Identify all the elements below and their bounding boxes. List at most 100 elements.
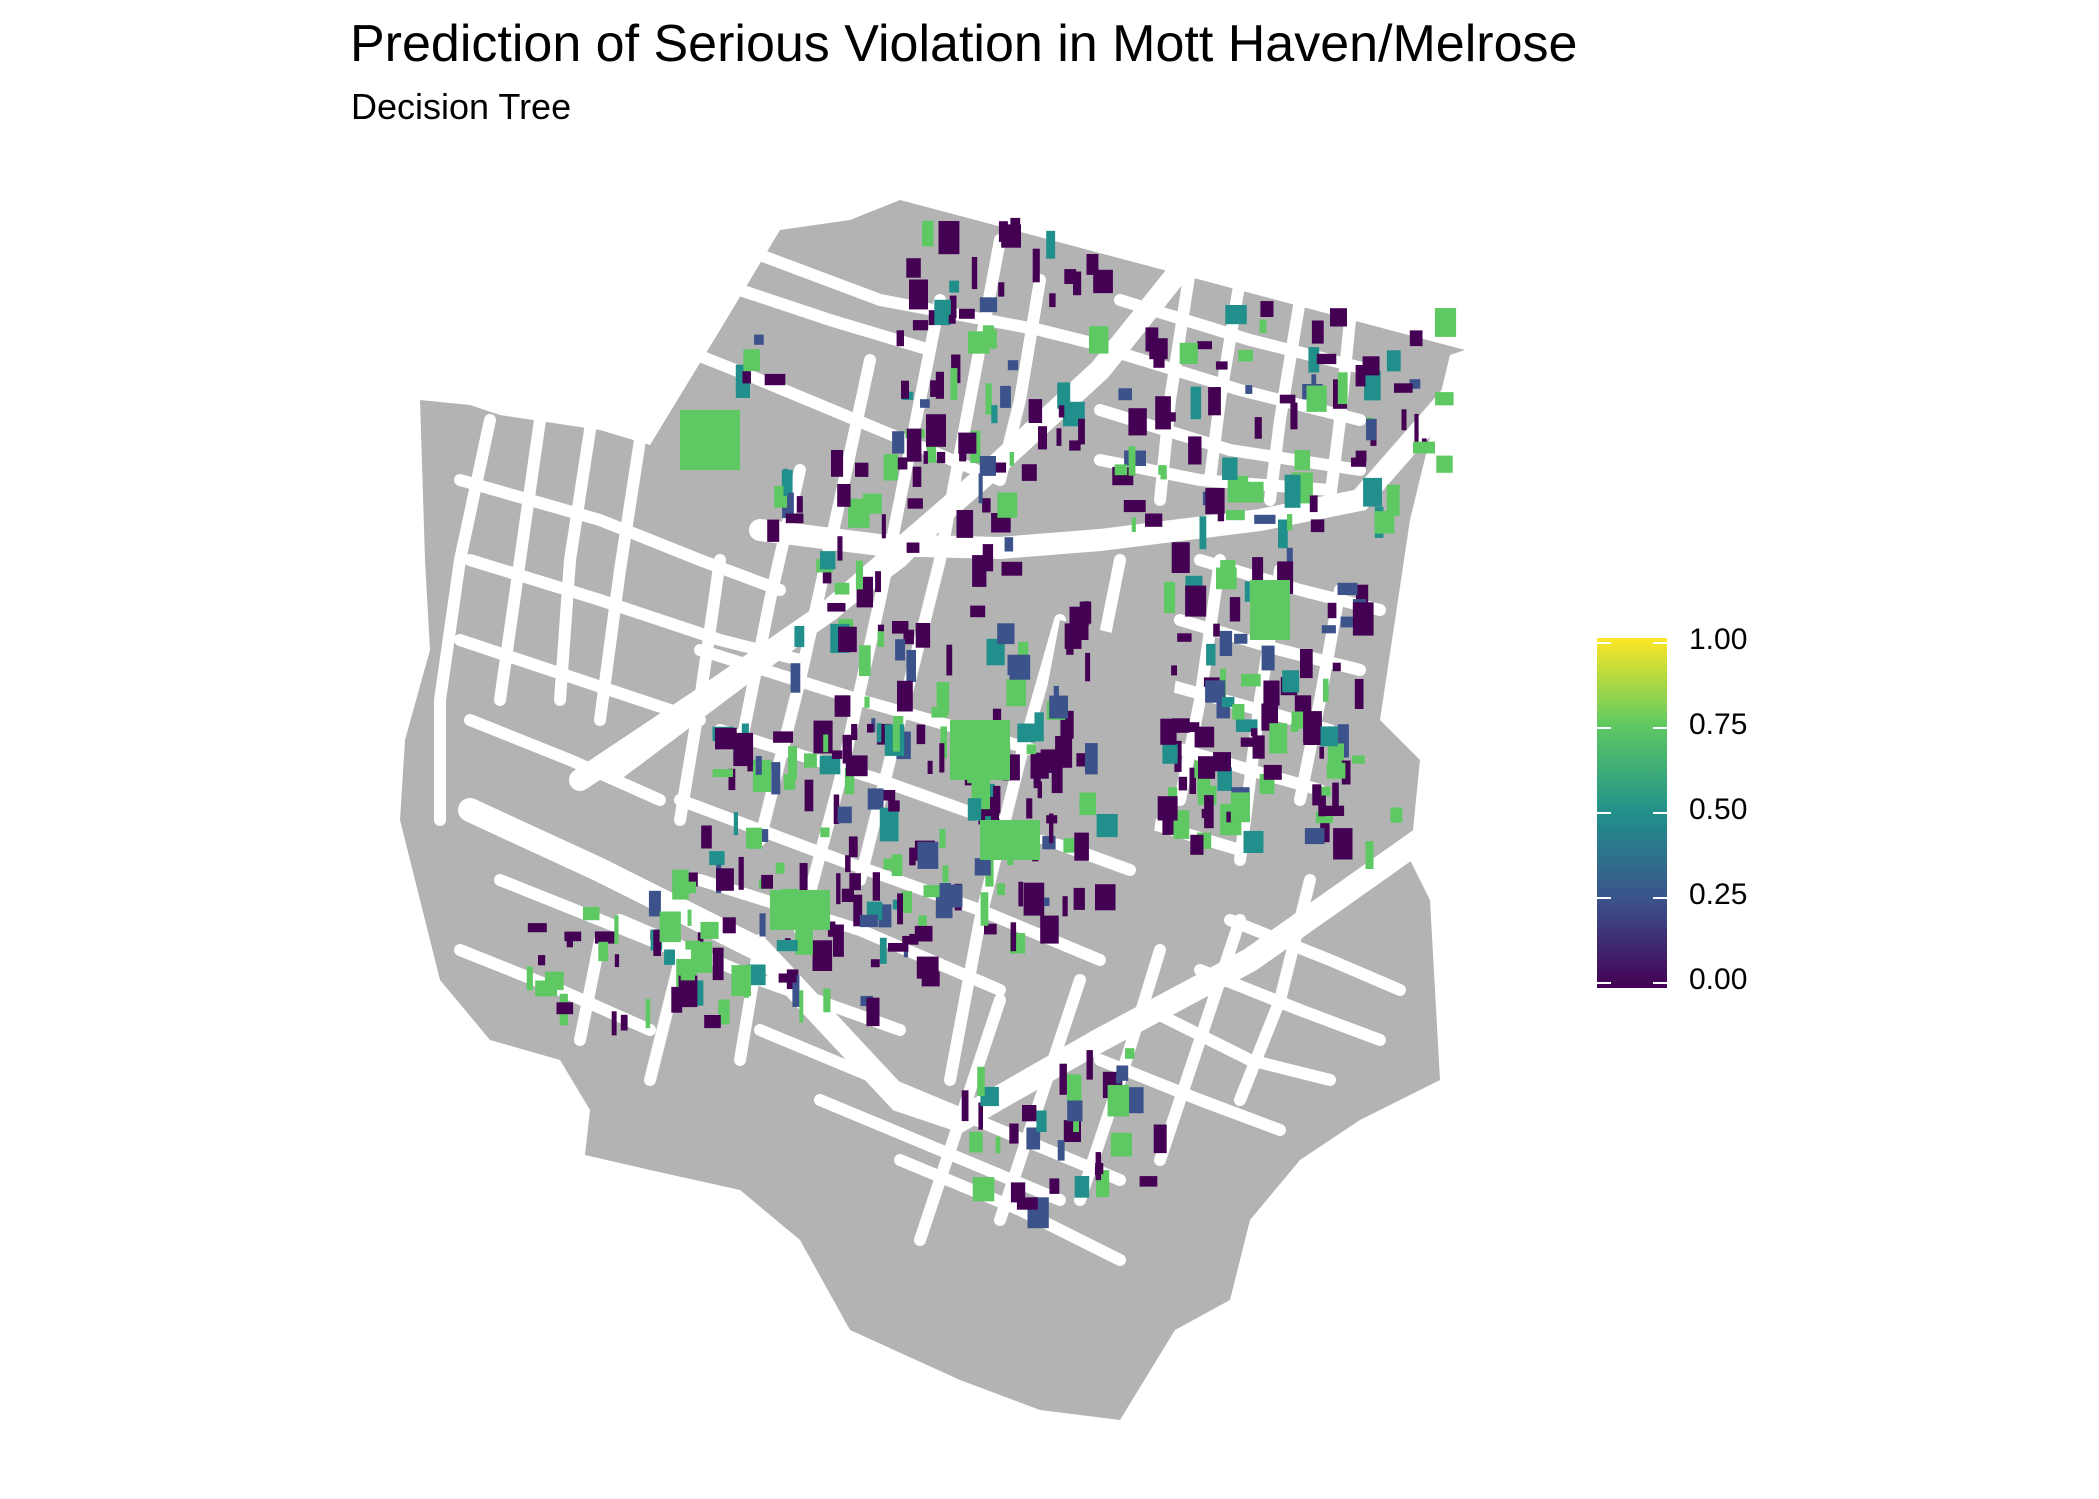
parcel: [1139, 1176, 1158, 1187]
parcel: [545, 971, 564, 991]
parcel: [785, 513, 804, 524]
parcel: [948, 314, 956, 324]
park-block: [1020, 620, 1180, 860]
parcel: [936, 682, 950, 715]
legend-tick-label: 0.50: [1689, 793, 1748, 826]
parcel: [1198, 756, 1216, 779]
parcel: [1217, 501, 1225, 522]
parcel: [914, 925, 933, 942]
parcel: [901, 891, 912, 913]
parcel: [1194, 726, 1215, 748]
parcel: [792, 974, 800, 1007]
parcel: [877, 631, 885, 647]
parcel: [701, 825, 712, 849]
parcel: [971, 257, 978, 290]
parcel: [1073, 1116, 1079, 1132]
parcel: [1094, 1167, 1100, 1176]
parcel: [1155, 396, 1171, 430]
parcel: [1241, 673, 1261, 687]
parcel: [1157, 796, 1178, 821]
parcel: [1037, 781, 1042, 799]
parcel: [912, 320, 929, 331]
parcel: [771, 762, 781, 795]
parcel: [678, 975, 698, 1008]
parcel: [1250, 580, 1290, 640]
parcel: [1006, 679, 1026, 707]
parcel: [812, 940, 833, 971]
parcel: [1374, 511, 1395, 534]
parcel: [939, 828, 946, 849]
parcel: [935, 371, 944, 399]
parcel: [1177, 633, 1192, 642]
parcel: [1238, 349, 1253, 362]
parcel: [1049, 695, 1068, 719]
legend-tick-right: [1653, 982, 1667, 984]
parcel: [1010, 217, 1021, 236]
parcel: [1128, 446, 1136, 476]
parcel: [888, 800, 900, 812]
parcel: [1073, 887, 1085, 910]
parcel: [1413, 441, 1435, 454]
parcel: [906, 258, 921, 278]
parcel: [796, 496, 803, 513]
neighborhood-shape: [400, 200, 1465, 1420]
parcel: [845, 855, 851, 873]
parcel: [863, 493, 882, 514]
parcel: [1319, 746, 1324, 759]
parcel: [1026, 1127, 1041, 1150]
legend-tick-left: [1597, 642, 1611, 644]
parcel: [782, 492, 794, 519]
parcel: [653, 929, 661, 956]
parcel: [1062, 896, 1068, 917]
parcel: [838, 626, 857, 653]
parcel: [923, 451, 928, 464]
parcel: [998, 282, 1005, 297]
parcel: [743, 349, 760, 371]
parcel: [1244, 581, 1250, 602]
parcel: [738, 856, 744, 890]
parcel: [831, 450, 844, 477]
parcel: [926, 414, 946, 447]
parcel: [722, 917, 736, 934]
parcel: [848, 836, 858, 858]
parcel: [683, 881, 697, 894]
parcel: [1414, 413, 1419, 443]
parcel: [1355, 450, 1367, 463]
parcel: [1259, 319, 1267, 333]
parcel: [790, 663, 801, 693]
parcel: [834, 695, 851, 717]
parcel: [1004, 537, 1014, 552]
parcel: [1038, 426, 1047, 450]
parcel: [1243, 830, 1264, 853]
parcel: [733, 732, 754, 767]
parcel: [1096, 814, 1118, 838]
parcel: [598, 941, 609, 962]
parcel: [1086, 1050, 1093, 1080]
parcel: [984, 923, 997, 935]
parcel: [1364, 371, 1381, 401]
parcel: [1118, 388, 1132, 401]
parcel: [755, 756, 762, 775]
parcel: [1308, 347, 1320, 373]
legend-tick-left: [1597, 982, 1611, 984]
parcel: [611, 1011, 617, 1036]
parcel: [991, 513, 1011, 533]
parcel: [1026, 798, 1033, 819]
parcel: [939, 883, 951, 903]
parcel: [767, 519, 780, 542]
parcel: [527, 923, 547, 933]
parcel: [1355, 365, 1366, 387]
parcel: [1205, 680, 1226, 703]
parcel: [783, 468, 788, 497]
parcel: [764, 373, 786, 386]
parcel: [1040, 915, 1059, 944]
parcel: [1093, 269, 1113, 294]
parcel: [1240, 737, 1259, 747]
parcel: [1278, 519, 1288, 549]
parcel: [1204, 795, 1214, 829]
parcel: [1110, 1132, 1132, 1157]
chart-title: Prediction of Serious Violation in Mott …: [350, 15, 1578, 73]
parcel: [1078, 418, 1085, 445]
parcel: [1330, 308, 1347, 327]
parcel: [877, 624, 884, 638]
